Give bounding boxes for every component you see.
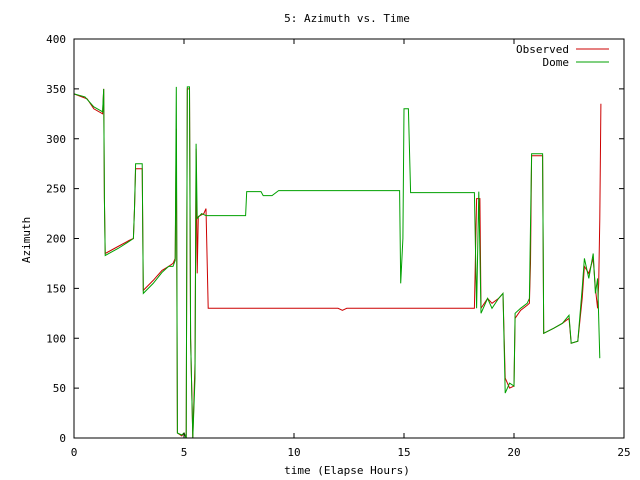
x-axis-label: time (Elapse Hours) bbox=[284, 464, 410, 477]
x-tick-label: 25 bbox=[617, 446, 630, 459]
x-tick-label: 10 bbox=[287, 446, 300, 459]
y-tick-label: 0 bbox=[59, 432, 66, 445]
y-tick-label: 350 bbox=[46, 83, 66, 96]
chart-title: 5: Azimuth vs. Time bbox=[284, 12, 410, 25]
y-tick-label: 300 bbox=[46, 133, 66, 146]
legend-label: Dome bbox=[543, 56, 570, 69]
y-tick-label: 100 bbox=[46, 332, 66, 345]
x-tick-label: 0 bbox=[71, 446, 78, 459]
series-line-observed bbox=[73, 88, 602, 439]
x-tick-label: 5 bbox=[181, 446, 188, 459]
series-line-dome bbox=[73, 86, 601, 439]
y-tick-label: 400 bbox=[46, 33, 66, 46]
x-tick-label: 20 bbox=[507, 446, 520, 459]
plot-frame bbox=[73, 38, 625, 439]
y-tick-label: 200 bbox=[46, 233, 66, 246]
y-tick-label: 150 bbox=[46, 282, 66, 295]
plot-area bbox=[73, 86, 602, 439]
y-tick-label: 250 bbox=[46, 183, 66, 196]
y-tick-label: 50 bbox=[53, 382, 66, 395]
y-axis-label: Azimuth bbox=[20, 217, 33, 263]
legend-label: Observed bbox=[516, 43, 569, 56]
x-tick-label: 15 bbox=[397, 446, 410, 459]
